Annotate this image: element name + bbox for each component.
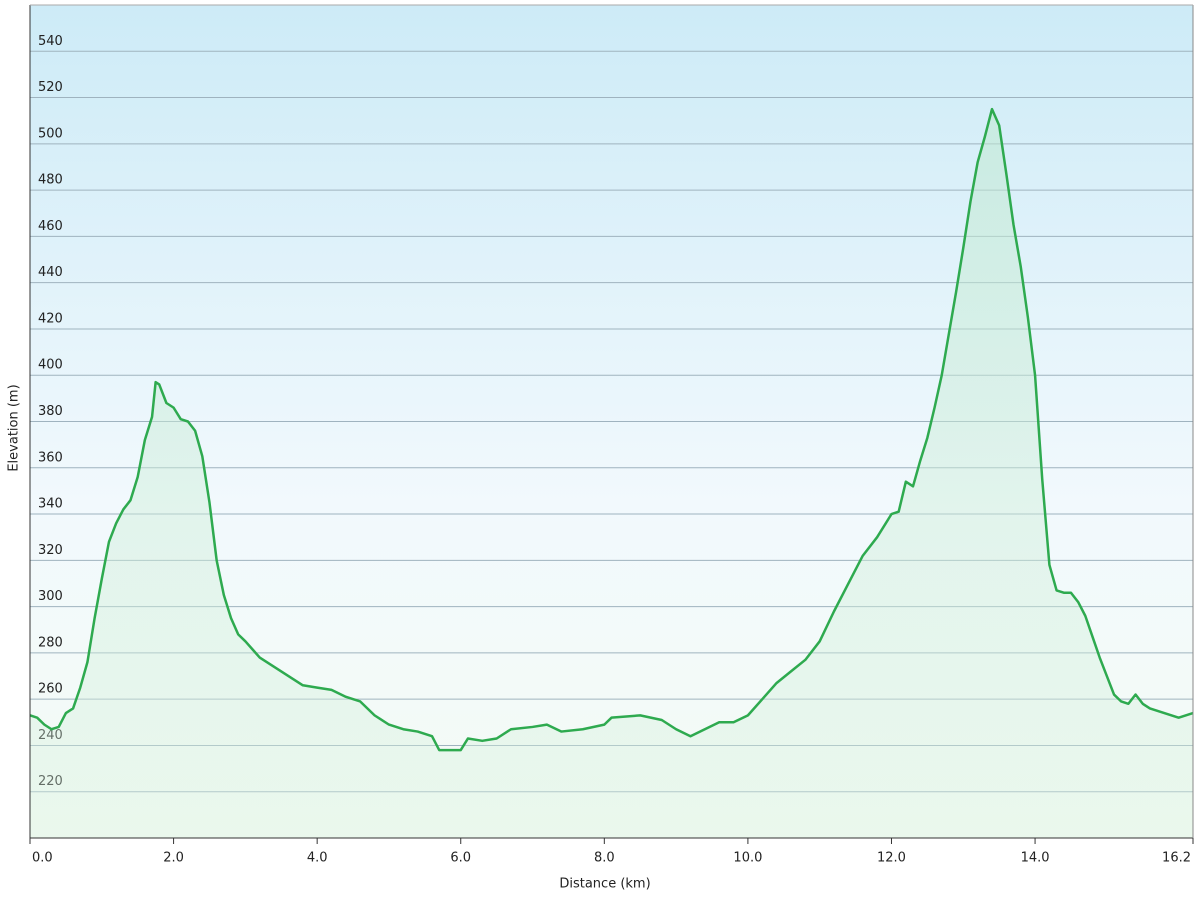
y-tick-label: 540 [38, 34, 63, 49]
x-tick-label: 0.0 [32, 851, 53, 866]
x-axis-title: Distance (km) [559, 877, 650, 892]
area-fill [30, 109, 1193, 838]
y-tick-label: 520 [38, 80, 63, 95]
y-tick-label: 400 [38, 358, 63, 373]
x-tick-label: 12.0 [877, 851, 906, 866]
y-tick-label: 260 [38, 682, 63, 697]
elevation-line [29, 107, 1194, 752]
y-tick-label: 320 [38, 543, 63, 558]
y-tick-label: 340 [38, 497, 63, 512]
x-tick-label: 10.0 [733, 851, 762, 866]
y-tick-label: 360 [38, 450, 63, 465]
y-tick-label: 420 [38, 311, 63, 326]
y-tick-label: 280 [38, 635, 63, 650]
y-tick-label: 380 [38, 404, 63, 419]
x-tick-label: 8.0 [594, 851, 615, 866]
x-tick-label: 2.0 [163, 851, 184, 866]
y-tick-label: 440 [38, 265, 63, 280]
x-tick-label: 14.0 [1021, 851, 1050, 866]
x-tick-label: 6.0 [450, 851, 471, 866]
x-tick-label: 16.2 [1162, 851, 1191, 866]
y-axis-title: Elevation (m) [7, 384, 22, 471]
x-tick-label: 4.0 [307, 851, 328, 866]
y-tick-label: 300 [38, 589, 63, 604]
y-tick-label: 500 [38, 126, 63, 141]
y-tick-label: 460 [38, 219, 63, 234]
y-tick-label: 480 [38, 173, 63, 188]
